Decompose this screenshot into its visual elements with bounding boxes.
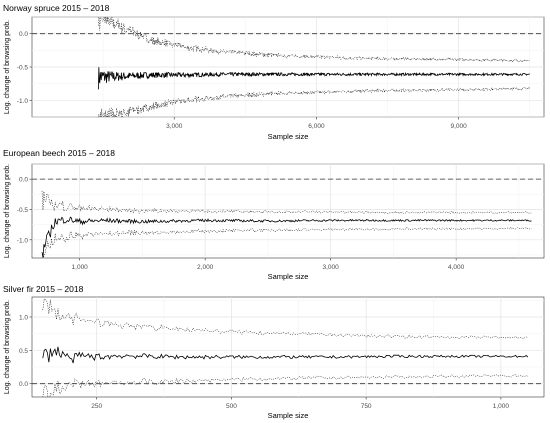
- series-lower-bound-line: [98, 86, 530, 117]
- chart-title: Silver fir 2015 – 2018: [3, 284, 84, 294]
- series-group: [97, 17, 530, 117]
- x-tick-label: 250: [91, 403, 102, 410]
- chart-title: Norway spruce 2015 – 2018: [3, 3, 110, 13]
- x-tick-label: 9,000: [451, 123, 468, 130]
- series-lower-bound-line: [43, 226, 532, 258]
- y-tick-label: 1.0: [19, 315, 28, 322]
- x-tick-label: 4,000: [448, 264, 465, 271]
- x-tick-label: 500: [226, 403, 237, 410]
- series-estimate-line: [41, 216, 532, 258]
- x-axis-label: Sample size: [268, 411, 309, 420]
- y-tick-label: 0.5: [19, 348, 28, 355]
- y-tick-label: -0.5: [17, 207, 29, 214]
- y-axis-label: Log. change of browsing prob.: [4, 164, 11, 258]
- chart-panel-2: -1.0 -0.5 0.0 1,000 2,000 3,000 4,000 European …: [3, 148, 545, 281]
- y-axis-label: Log. change of browsing prob.: [4, 300, 11, 394]
- series-upper-bound-line: [41, 190, 532, 215]
- chart-panel-1: -1.0 -0.5 0.0 3,000 6,000 9,000 Norway spruce …: [3, 3, 545, 141]
- y-axis-label: Log. change of browsing prob.: [4, 20, 11, 114]
- series-lower-bound-line: [42, 374, 528, 397]
- x-axis-label: Sample size: [268, 132, 309, 141]
- series-group: [42, 298, 529, 397]
- y-tick-label: -1.0: [17, 237, 29, 244]
- y-tick-label: 0.0: [19, 381, 28, 388]
- plot-area: [31, 163, 545, 259]
- series-group: [41, 190, 532, 258]
- x-axis-label: Sample size: [268, 272, 309, 281]
- x-tick-label: 750: [361, 403, 372, 410]
- series-upper-bound-line: [42, 298, 529, 340]
- y-tick-label: -1.0: [17, 98, 29, 105]
- series-estimate-line: [42, 346, 529, 364]
- series-upper-bound-line: [98, 17, 530, 63]
- chart-title: European beech 2015 – 2018: [3, 148, 115, 158]
- x-tick-label: 1,000: [72, 264, 89, 271]
- y-tick-label: 0.0: [19, 31, 28, 38]
- chart-panel-3: 0.0 0.5 1.0 250 500 750 1,000 Silver fir 2015 –…: [3, 284, 545, 420]
- plot-area: [31, 296, 545, 398]
- y-tick-label: -0.5: [17, 65, 29, 72]
- y-tick-label: 0.0: [19, 177, 28, 184]
- x-tick-label: 2,000: [197, 264, 214, 271]
- series-estimate-line: [97, 67, 530, 90]
- x-tick-label: 3,000: [323, 264, 340, 271]
- x-tick-label: 6,000: [308, 123, 325, 130]
- x-tick-label: 1,000: [493, 403, 510, 410]
- x-tick-label: 3,000: [166, 123, 183, 130]
